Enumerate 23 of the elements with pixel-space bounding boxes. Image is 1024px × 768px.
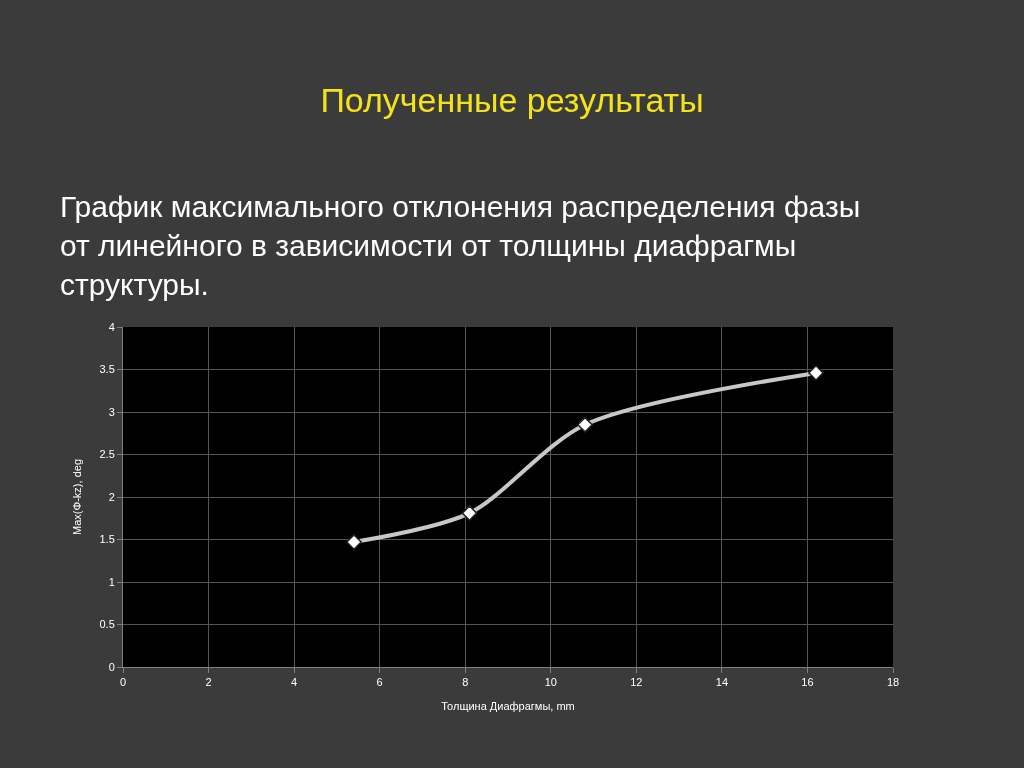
x-tick-label: 8 xyxy=(462,676,469,689)
x-tick-label: 0 xyxy=(119,676,127,689)
y-tick-label: 4 xyxy=(108,320,115,333)
chart-subtitle: График максимального отклонения распределения фазы от линейного в зависимости от толщины диафрагмы структуры. xyxy=(60,190,861,301)
chart-title: Полученные результаты xyxy=(320,80,704,119)
y-tick-label: 2 xyxy=(108,490,115,503)
x-tick-label: 4 xyxy=(291,676,298,689)
y-tick-label: 3.5 xyxy=(99,363,115,376)
x-tick-label: 10 xyxy=(544,676,557,689)
x-tick-label: 12 xyxy=(630,676,643,689)
x-tick-label: 18 xyxy=(886,676,900,689)
y-tick-label: 1.5 xyxy=(99,533,115,546)
y-axis-title: Max(Φ-kz), deg xyxy=(71,458,84,536)
x-tick-label: 14 xyxy=(715,676,729,689)
y-tick-label: 2.5 xyxy=(99,448,115,461)
x-tick-label: 6 xyxy=(376,676,383,689)
y-tick-label: 3 xyxy=(108,405,115,418)
x-axis-title: Толщина Диафрагмы, mm xyxy=(441,700,575,713)
y-tick-label: 1 xyxy=(108,575,115,588)
x-tick-label: 2 xyxy=(205,676,212,689)
x-tick-label: 16 xyxy=(801,676,814,689)
y-tick-label: 0 xyxy=(108,660,115,673)
y-tick-label: 0.5 xyxy=(99,618,115,631)
